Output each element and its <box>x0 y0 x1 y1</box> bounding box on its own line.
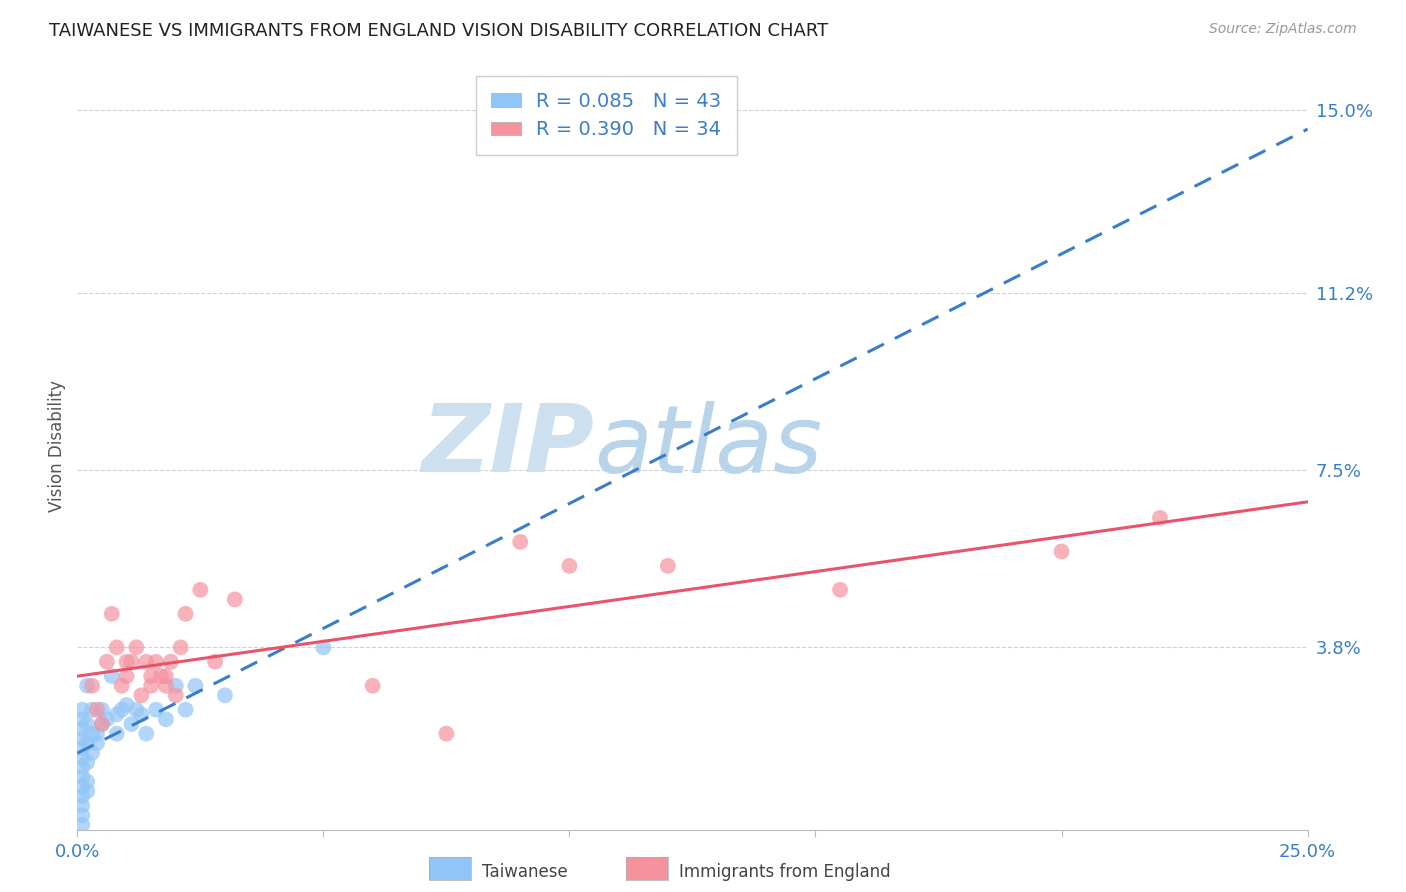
Point <box>111 703 132 717</box>
Point <box>204 655 226 669</box>
Text: atlas: atlas <box>595 401 823 491</box>
Point <box>82 746 104 760</box>
Point <box>70 798 93 813</box>
Point <box>558 558 581 573</box>
Point <box>125 703 148 717</box>
Point <box>90 703 114 717</box>
Point <box>155 669 177 683</box>
Point <box>657 558 679 573</box>
Point <box>145 655 167 669</box>
Point <box>121 655 143 669</box>
Point <box>1149 511 1171 525</box>
Point <box>436 726 458 740</box>
Point <box>105 726 128 740</box>
Point <box>76 784 98 798</box>
Point <box>76 756 98 770</box>
Point <box>150 669 173 683</box>
Point <box>105 707 128 722</box>
Point <box>86 726 108 740</box>
Point <box>509 535 531 549</box>
Text: Immigrants from England: Immigrants from England <box>679 863 891 881</box>
Point <box>135 655 157 669</box>
Point <box>121 717 143 731</box>
Point <box>86 703 108 717</box>
Point <box>86 736 108 750</box>
Y-axis label: Vision Disability: Vision Disability <box>48 380 66 512</box>
Point <box>135 726 157 740</box>
Point <box>101 607 124 621</box>
Point <box>70 789 93 803</box>
Point <box>170 640 193 655</box>
Point <box>96 655 118 669</box>
Point <box>76 736 98 750</box>
Point <box>184 679 207 693</box>
Text: Taiwanese: Taiwanese <box>482 863 568 881</box>
Point <box>70 808 93 822</box>
Point <box>141 679 163 693</box>
Point <box>141 669 163 683</box>
Point <box>70 760 93 774</box>
Point <box>70 741 93 756</box>
Point <box>96 712 118 726</box>
Point <box>214 689 236 703</box>
Point <box>82 679 104 693</box>
Point <box>70 780 93 794</box>
Point <box>70 818 93 832</box>
Text: TAIWANESE VS IMMIGRANTS FROM ENGLAND VISION DISABILITY CORRELATION CHART: TAIWANESE VS IMMIGRANTS FROM ENGLAND VIS… <box>49 22 828 40</box>
Point <box>125 640 148 655</box>
Point <box>115 655 138 669</box>
Point <box>174 703 197 717</box>
Legend: R = 0.085   N = 43, R = 0.390   N = 34: R = 0.085 N = 43, R = 0.390 N = 34 <box>475 76 737 155</box>
Point <box>76 679 98 693</box>
Point <box>101 669 124 683</box>
Point <box>160 655 183 669</box>
Text: Source: ZipAtlas.com: Source: ZipAtlas.com <box>1209 22 1357 37</box>
Point <box>224 592 246 607</box>
Point <box>165 689 187 703</box>
Point <box>70 712 93 726</box>
Point <box>129 689 153 703</box>
Point <box>70 750 93 764</box>
Point <box>76 717 98 731</box>
Point <box>129 707 153 722</box>
Point <box>70 703 93 717</box>
Point <box>70 770 93 784</box>
Point <box>174 607 197 621</box>
Point <box>188 582 212 597</box>
Point <box>155 712 177 726</box>
Point <box>76 774 98 789</box>
Point <box>70 722 93 736</box>
Point <box>165 679 187 693</box>
Point <box>90 717 114 731</box>
Point <box>105 640 128 655</box>
Point <box>145 703 167 717</box>
Point <box>830 582 852 597</box>
Point <box>111 679 132 693</box>
Point <box>115 669 138 683</box>
Point <box>312 640 335 655</box>
Point <box>1050 544 1073 558</box>
Point <box>82 703 104 717</box>
Point <box>90 717 114 731</box>
Point <box>82 726 104 740</box>
Text: ZIP: ZIP <box>422 400 595 492</box>
Point <box>115 698 138 712</box>
Point <box>155 679 177 693</box>
Point <box>70 731 93 746</box>
Point <box>361 679 384 693</box>
